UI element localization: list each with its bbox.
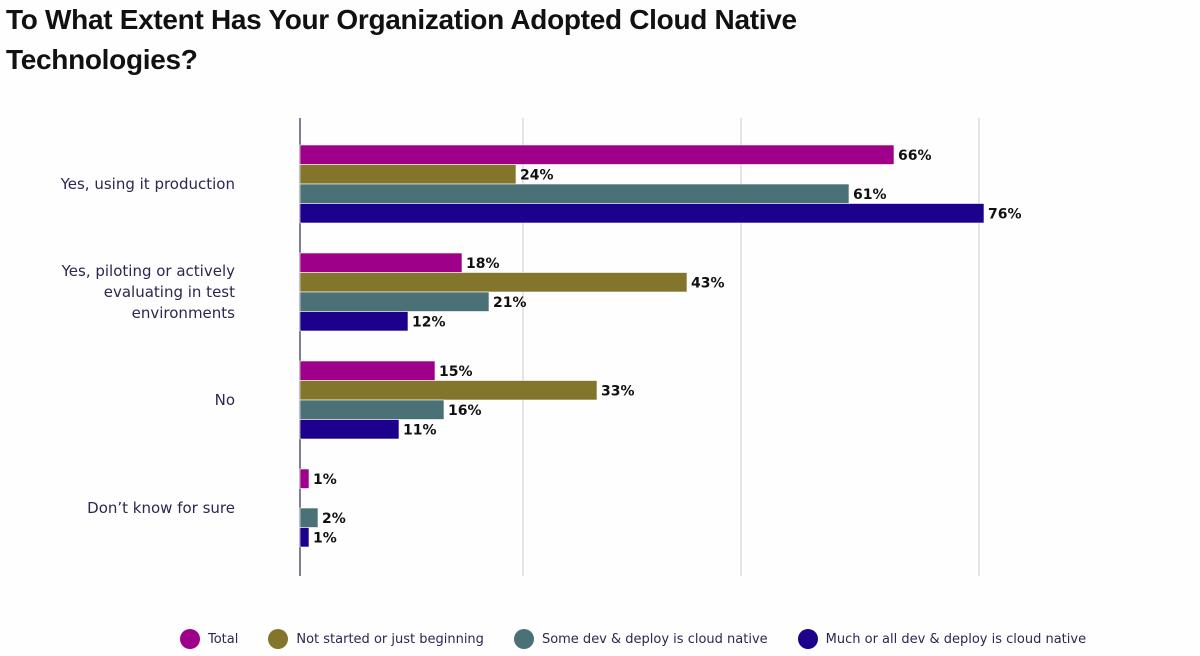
bar (299, 507, 319, 528)
legend-swatch (268, 629, 289, 649)
data-label: 1% (313, 472, 337, 488)
chart-title: To What Extent Has Your Organization Ado… (6, 4, 797, 75)
legend: Total Not started or just beginning Some d… (180, 629, 1116, 649)
data-label: 21% (493, 295, 527, 311)
legend-item: Some dev & deploy is cloud native (513, 629, 768, 649)
bar (299, 164, 517, 185)
legend-label: Not started or just beginning (296, 631, 484, 647)
bar (299, 527, 310, 548)
data-label: 43% (691, 275, 725, 291)
bar (299, 419, 400, 440)
bar (299, 468, 310, 489)
bar (299, 311, 409, 332)
legend-swatch (513, 629, 534, 649)
data-label: 66% (898, 148, 932, 164)
legend-swatch (797, 629, 818, 649)
bar (299, 380, 598, 401)
category-label: Yes, piloting or actively evaluating in t… (61, 262, 236, 322)
bar (299, 399, 445, 420)
category-label: No (215, 391, 235, 409)
data-label: 61% (853, 187, 887, 203)
bar (299, 183, 850, 204)
legend-item: Much or all dev & deploy is cloud native (797, 629, 1087, 649)
bar (299, 360, 436, 381)
data-label: 24% (520, 167, 554, 183)
bar (299, 291, 490, 312)
legend-label: Total (208, 631, 239, 647)
data-label: 2% (322, 511, 346, 527)
legend-item: Total (180, 629, 238, 649)
legend-swatch (180, 629, 200, 649)
data-label: 15% (439, 364, 473, 380)
data-label: 11% (403, 422, 437, 438)
legend-label: Some dev & deploy is cloud native (541, 631, 768, 647)
data-label: 76% (988, 206, 1022, 222)
bar (299, 252, 463, 273)
bar (299, 203, 985, 224)
legend-item: Not started or just beginning (268, 629, 484, 649)
data-label: 33% (601, 383, 635, 399)
bar (299, 144, 895, 165)
bar-chart: Yes, using it production 66% 24% 61% 76% Yes,… (60, 118, 1022, 576)
data-label: 12% (412, 314, 446, 330)
category-label: Don’t know for sure (87, 499, 235, 517)
data-label: 16% (448, 403, 482, 419)
data-label: 1% (313, 530, 337, 546)
category-label: Yes, using it production (60, 175, 235, 193)
bar (299, 272, 688, 293)
legend-label: Much or all dev & deploy is cloud native (825, 631, 1087, 647)
data-label: 18% (466, 256, 500, 272)
